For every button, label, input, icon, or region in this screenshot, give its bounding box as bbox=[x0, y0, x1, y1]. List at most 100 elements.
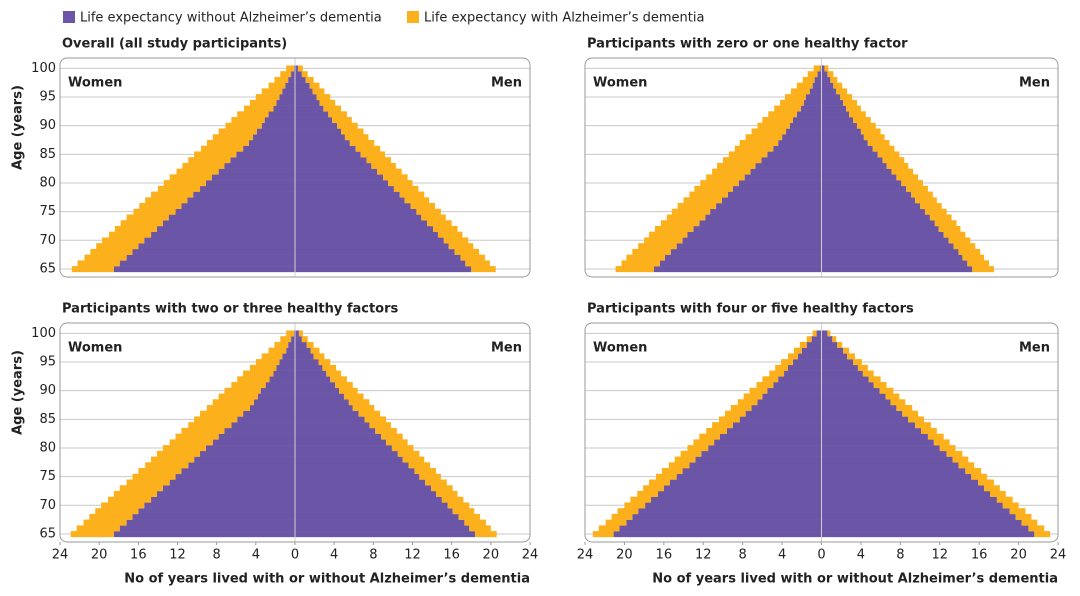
bar-segment bbox=[206, 404, 250, 412]
y-tick-label: 85 bbox=[39, 147, 56, 162]
bar-segment bbox=[310, 347, 320, 354]
bar-segment bbox=[218, 128, 257, 135]
x-tick-label: 16 bbox=[656, 548, 673, 563]
bar-segment bbox=[205, 445, 295, 452]
bar-segment bbox=[732, 185, 822, 192]
left-label: Women bbox=[68, 341, 122, 356]
bar-segment bbox=[319, 99, 336, 106]
bar-segment bbox=[972, 266, 994, 273]
bar-segment bbox=[705, 214, 822, 221]
bar-segment bbox=[285, 82, 295, 89]
bar-segment bbox=[821, 490, 991, 498]
bar-segment bbox=[268, 111, 295, 118]
bar-segment bbox=[200, 450, 295, 457]
right-label: Men bbox=[491, 76, 522, 91]
bar-segment bbox=[821, 237, 949, 244]
bar-segment bbox=[295, 336, 302, 343]
bar-segment bbox=[773, 382, 822, 389]
bar-segment bbox=[821, 439, 934, 446]
bar-segment bbox=[801, 347, 822, 354]
bar-segment bbox=[126, 519, 295, 526]
bar-segment bbox=[295, 445, 392, 452]
bar-segment bbox=[475, 531, 497, 538]
bar-segment bbox=[722, 157, 762, 164]
bar-segment bbox=[255, 94, 280, 101]
bar-segment bbox=[295, 225, 434, 233]
bar-segment bbox=[431, 485, 453, 492]
bar-segment bbox=[902, 410, 919, 417]
bar-segment bbox=[953, 243, 976, 250]
x-tick-label: 8 bbox=[896, 548, 904, 563]
bar-segment bbox=[218, 433, 295, 440]
bar-segment bbox=[781, 359, 793, 366]
bar-segment bbox=[751, 404, 822, 412]
bar-segment bbox=[113, 490, 157, 498]
bar-segment bbox=[990, 490, 1006, 498]
bar-segment bbox=[352, 404, 375, 412]
bar-segment bbox=[821, 364, 858, 371]
bar-segment bbox=[443, 237, 469, 244]
bar-segment bbox=[767, 387, 822, 394]
y-tick-label: 65 bbox=[39, 526, 56, 541]
y-tick-label: 80 bbox=[39, 440, 56, 455]
bar-segment bbox=[737, 399, 758, 406]
bar-segment bbox=[162, 445, 206, 452]
bar-segment bbox=[181, 203, 295, 210]
bar-segment bbox=[885, 393, 900, 400]
bar-segment bbox=[654, 225, 694, 233]
bar-segment bbox=[699, 220, 822, 227]
bar-segment bbox=[381, 433, 403, 440]
bar-segment bbox=[253, 399, 295, 406]
bar-segment bbox=[295, 208, 417, 215]
bar-segment bbox=[295, 376, 331, 383]
bar-segment bbox=[821, 185, 907, 192]
bar-segment bbox=[410, 203, 436, 210]
bar-segment bbox=[295, 519, 465, 526]
x-tick-label: 20 bbox=[91, 548, 108, 563]
bar-segment bbox=[939, 445, 956, 452]
bar-segment bbox=[286, 65, 295, 72]
bar-segment bbox=[915, 422, 931, 429]
bar-segment bbox=[769, 370, 785, 377]
bar-segment bbox=[1028, 525, 1045, 532]
bar-segment bbox=[145, 197, 188, 204]
bar-segment bbox=[371, 162, 396, 169]
bar-segment bbox=[896, 404, 913, 412]
bar-segment bbox=[119, 525, 296, 532]
bar-segment bbox=[821, 254, 963, 261]
bar-segment bbox=[756, 382, 774, 389]
bar-segment bbox=[261, 122, 295, 129]
bar-segment bbox=[626, 254, 665, 261]
bar-segment bbox=[649, 479, 670, 486]
bar-segment bbox=[156, 490, 295, 498]
bar-segment bbox=[119, 485, 163, 492]
bar-segment bbox=[774, 105, 801, 112]
bar-segment bbox=[295, 128, 342, 135]
bar-segment bbox=[802, 76, 815, 83]
bar-segment bbox=[745, 410, 822, 417]
bar-segment bbox=[821, 266, 973, 273]
bar-segment bbox=[399, 191, 425, 198]
bar-segment bbox=[821, 203, 921, 210]
y-tick-label: 90 bbox=[39, 118, 56, 133]
bar-segment bbox=[298, 330, 303, 337]
bar-segment bbox=[70, 531, 114, 538]
bar-segment bbox=[933, 439, 950, 446]
bar-segment bbox=[344, 134, 369, 141]
bar-segment bbox=[282, 88, 295, 95]
bar-segment bbox=[821, 260, 968, 267]
bar-segment bbox=[669, 479, 822, 486]
bar-segment bbox=[613, 531, 822, 538]
bar-segment bbox=[369, 422, 391, 429]
bar-segment bbox=[323, 105, 342, 112]
panel-title: Participants with zero or one healthy fa… bbox=[587, 37, 908, 52]
bar-segment bbox=[274, 341, 289, 348]
bar-segment bbox=[821, 128, 861, 135]
bar-segment bbox=[821, 502, 1003, 509]
bar-segment bbox=[295, 468, 415, 475]
bar-segment bbox=[330, 376, 347, 383]
bar-segment bbox=[728, 151, 768, 158]
bar-segment bbox=[637, 490, 658, 498]
bar-segment bbox=[295, 111, 329, 118]
bar-segment bbox=[295, 341, 307, 348]
